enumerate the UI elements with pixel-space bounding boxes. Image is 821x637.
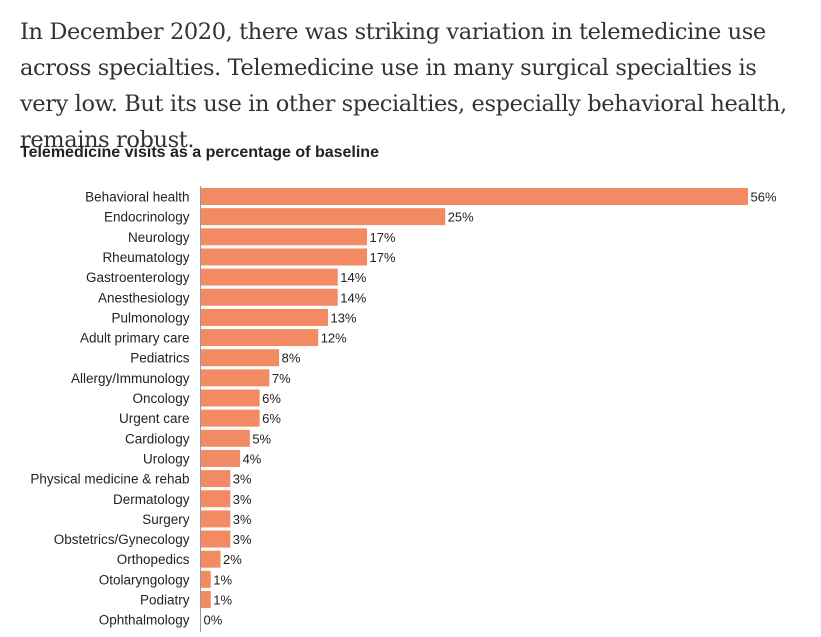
bar-anesthesiology xyxy=(201,288,338,306)
value-label-orthopedics: 2% xyxy=(223,552,242,567)
category-label-neurology: Neurology xyxy=(128,230,190,245)
bar-urgent-care xyxy=(201,409,260,427)
category-label-gastroenterology: Gastroenterology xyxy=(86,270,190,285)
value-label-allergy-immunology: 7% xyxy=(272,371,291,386)
bar-adult-primary-care xyxy=(201,329,319,347)
category-label-surgery: Surgery xyxy=(142,512,190,527)
category-label-podiatry: Podiatry xyxy=(140,593,190,608)
category-label-ophthalmology: Ophthalmology xyxy=(99,613,190,628)
value-label-physical-medicine-rehab: 3% xyxy=(233,472,252,487)
value-label-endocrinology: 25% xyxy=(448,210,474,225)
category-label-otolaryngology: Otolaryngology xyxy=(99,572,190,587)
bar-cardiology xyxy=(201,429,250,447)
bar-endocrinology xyxy=(201,208,446,226)
value-label-podiatry: 1% xyxy=(213,593,232,608)
value-label-gastroenterology: 14% xyxy=(340,270,366,285)
value-label-behavioral-health: 56% xyxy=(751,190,777,205)
value-label-adult-primary-care: 12% xyxy=(321,331,347,346)
intro-text: In December 2020, there was striking var… xyxy=(20,19,787,153)
category-label-rheumatology: Rheumatology xyxy=(102,250,189,265)
bar-otolaryngology xyxy=(201,570,211,588)
value-label-pediatrics: 8% xyxy=(282,351,301,366)
bar-oncology xyxy=(201,389,260,407)
bar-obstetrics-gynecology xyxy=(201,530,231,548)
value-label-otolaryngology: 1% xyxy=(213,572,232,587)
category-label-pediatrics: Pediatrics xyxy=(130,351,190,366)
value-label-cardiology: 5% xyxy=(252,431,271,446)
category-label-allergy-immunology: Allergy/Immunology xyxy=(71,371,190,386)
value-label-obstetrics-gynecology: 3% xyxy=(233,532,252,547)
value-label-oncology: 6% xyxy=(262,391,281,406)
value-label-anesthesiology: 14% xyxy=(340,290,366,305)
bar-rheumatology xyxy=(201,248,368,266)
value-label-ophthalmology: 0% xyxy=(204,613,223,628)
bar-pediatrics xyxy=(201,349,280,367)
category-label-physical-medicine-rehab: Physical medicine & rehab xyxy=(30,472,189,487)
value-label-urgent-care: 6% xyxy=(262,411,281,426)
category-label-obstetrics-gynecology: Obstetrics/Gynecology xyxy=(54,532,190,547)
value-label-rheumatology: 17% xyxy=(370,250,396,265)
bar-physical-medicine-rehab xyxy=(201,470,231,488)
category-label-urology: Urology xyxy=(143,451,190,466)
category-label-adult-primary-care: Adult primary care xyxy=(80,331,190,346)
category-label-dermatology: Dermatology xyxy=(113,492,190,507)
bar-behavioral-health xyxy=(201,188,748,205)
category-label-behavioral-health: Behavioral health xyxy=(85,190,189,205)
bar-surgery xyxy=(201,510,231,528)
bar-chart: Behavioral health 56% Endocrinology 25% Neur… xyxy=(30,186,777,632)
value-label-pulmonology: 13% xyxy=(330,310,356,325)
value-label-dermatology: 3% xyxy=(233,492,252,507)
bars-group: Behavioral health 56% Endocrinology 25% Neur… xyxy=(30,188,777,628)
category-label-urgent-care: Urgent care xyxy=(119,411,190,426)
bar-urology xyxy=(201,449,241,467)
bar-neurology xyxy=(201,228,368,246)
category-label-anesthesiology: Anesthesiology xyxy=(98,290,190,305)
category-label-oncology: Oncology xyxy=(132,391,189,406)
bar-podiatry xyxy=(201,591,211,608)
bar-pulmonology xyxy=(201,308,328,326)
category-label-pulmonology: Pulmonology xyxy=(111,310,189,325)
value-label-surgery: 3% xyxy=(233,512,252,527)
bar-allergy-immunology xyxy=(201,369,270,387)
category-label-cardiology: Cardiology xyxy=(125,431,190,446)
value-label-neurology: 17% xyxy=(370,230,396,245)
category-label-endocrinology: Endocrinology xyxy=(104,210,190,225)
value-label-urology: 4% xyxy=(243,451,262,466)
chart-title: Telemedicine visits as a percentage of b… xyxy=(20,144,379,161)
category-label-orthopedics: Orthopedics xyxy=(117,552,190,567)
bar-orthopedics xyxy=(201,550,221,568)
bar-gastroenterology xyxy=(201,268,338,286)
bar-dermatology xyxy=(201,490,231,508)
